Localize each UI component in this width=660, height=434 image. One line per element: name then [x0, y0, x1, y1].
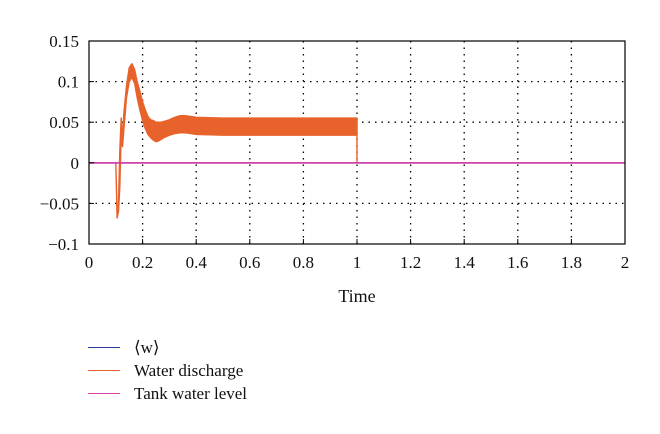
- legend-swatch-tank-water-level: [88, 393, 120, 394]
- series-layer: [89, 63, 625, 219]
- ticks: 0 0.2 0.4 0.6 0.8 1 1.2 1.4 1.6 1.8 2 −0.1 −0.05 0 0.0…: [40, 32, 630, 272]
- x-tick-label: 1.2: [400, 253, 421, 272]
- legend-item-w: ⟨w⟩: [88, 336, 247, 359]
- x-tick-label: 0.6: [239, 253, 260, 272]
- x-axis-label: Time: [338, 286, 375, 306]
- legend-item-water-discharge: Water discharge: [88, 359, 247, 382]
- x-tick-label: 1.8: [561, 253, 582, 272]
- x-tick-label: 0.2: [132, 253, 153, 272]
- y-tick-label: 0: [71, 154, 80, 173]
- y-tick-label: 0.15: [49, 32, 79, 51]
- y-tick-label: −0.05: [40, 194, 79, 213]
- x-tick-label: 1.6: [507, 253, 528, 272]
- legend: ⟨w⟩ Water discharge Tank water level: [88, 336, 247, 405]
- legend-label-tank-water-level: Tank water level: [134, 383, 248, 403]
- legend-swatch-w: [88, 347, 120, 348]
- x-tick-label: 2: [621, 253, 630, 272]
- series-water-discharge-band: [115, 63, 358, 219]
- x-tick-label: 0.8: [293, 253, 314, 272]
- x-tick-label: 1.4: [454, 253, 476, 272]
- y-tick-label: −0.1: [48, 235, 79, 254]
- legend-item-tank-water-level: Tank water level: [88, 382, 247, 405]
- x-tick-label: 0.4: [186, 253, 208, 272]
- x-tick-label: 0: [85, 253, 94, 272]
- y-tick-label: 0.05: [49, 113, 79, 132]
- y-tick-label: 0.1: [58, 73, 79, 92]
- x-tick-label: 1: [353, 253, 362, 272]
- legend-label-w: ⟨w⟩: [134, 337, 160, 357]
- legend-label-water-discharge: Water discharge: [134, 360, 244, 380]
- legend-swatch-water-discharge: [88, 370, 120, 371]
